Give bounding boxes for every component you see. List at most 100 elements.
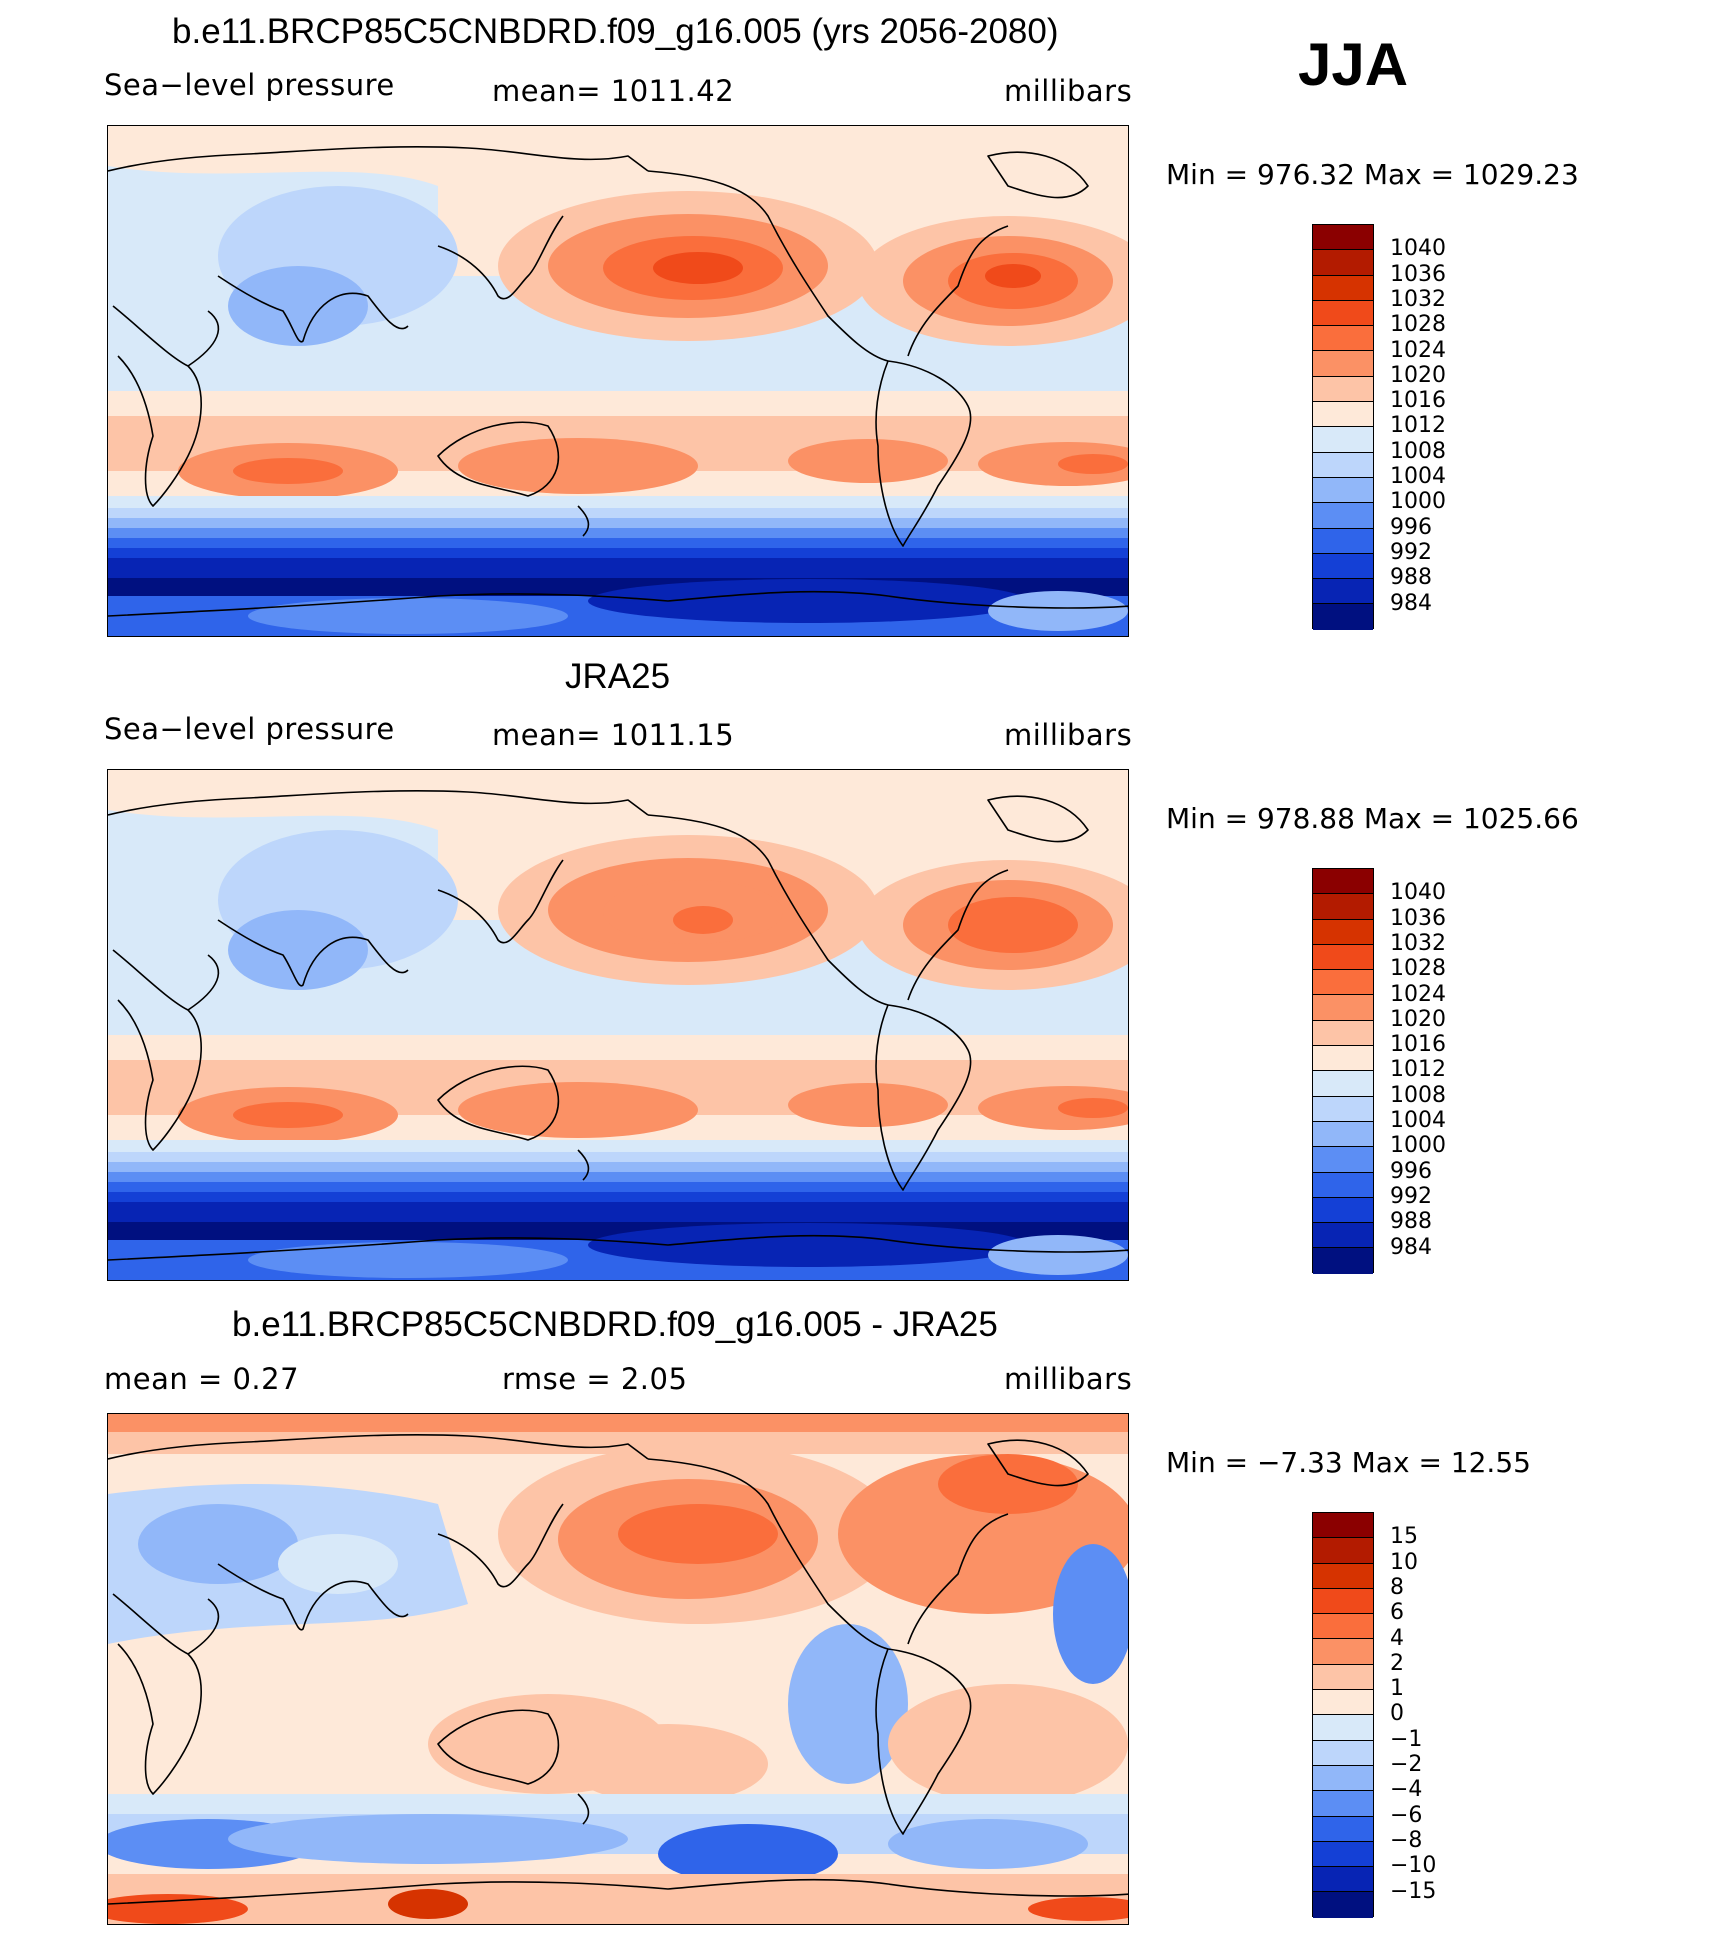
- contour-band: [108, 496, 1128, 508]
- contour-region: [618, 1504, 778, 1564]
- coastline: [112, 305, 202, 507]
- colorbar-swatch: [1313, 1172, 1373, 1198]
- panel1-units-label: millibars: [1004, 74, 1133, 108]
- colorbar-swatch: [1313, 1816, 1373, 1842]
- colorbar-label: 1024: [1390, 981, 1446, 1007]
- coastline: [647, 814, 889, 1006]
- contour-band: [108, 508, 1128, 518]
- contour-band: [108, 1414, 1128, 1432]
- panel3-coastlines: [108, 1434, 1128, 1905]
- colorbar-label: 4: [1390, 1625, 1404, 1651]
- colorbar-swatch: [1313, 1538, 1373, 1564]
- colorbar-label: 0: [1390, 1701, 1404, 1727]
- contour-band: [108, 1874, 1128, 1924]
- contour-region: [788, 1083, 948, 1127]
- panel3-units-label: millibars: [1004, 1362, 1133, 1396]
- contour-region: [658, 1824, 838, 1884]
- coastline: [907, 225, 1009, 357]
- contour-band: [108, 1202, 1128, 1222]
- coastline: [987, 1439, 1089, 1487]
- contour-region: [588, 1223, 1028, 1267]
- colorbar-swatch: [1313, 326, 1373, 352]
- panel2-colorbar: [1312, 868, 1374, 1274]
- contour-band: [108, 548, 1128, 558]
- coastline: [907, 1513, 1009, 1645]
- colorbar-swatch: [1313, 1248, 1373, 1274]
- colorbar-label: 2: [1390, 1650, 1404, 1676]
- colorbar-swatch: [1313, 1614, 1373, 1640]
- panel1-colorbar: [1312, 224, 1374, 630]
- colorbar-swatch: [1313, 452, 1373, 478]
- panel2-minmax: Min = 978.88 Max = 1025.66: [1166, 802, 1579, 835]
- panel1-mean-label: mean= 1011.42: [492, 74, 735, 108]
- colorbar-label: 1004: [1390, 1108, 1446, 1133]
- coastline: [437, 421, 560, 497]
- contour-region: [1028, 1897, 1128, 1921]
- colorbar-label: 1032: [1390, 286, 1446, 312]
- coastline: [108, 1434, 649, 1460]
- colorbar-swatch: [1313, 477, 1373, 504]
- colorbar-swatch: [1313, 970, 1373, 996]
- coastline: [108, 790, 649, 816]
- contour-band: [108, 558, 1128, 578]
- colorbar-label: 1032: [1390, 930, 1446, 956]
- coastline: [187, 310, 220, 367]
- contour-region: [228, 910, 368, 990]
- contour-region: [948, 897, 1078, 953]
- coastline: [647, 1458, 889, 1650]
- coastline: [108, 1878, 1128, 1905]
- colorbar-swatch: [1313, 1588, 1373, 1615]
- contour-region: [888, 1684, 1128, 1804]
- colorbar-label: 988: [1390, 565, 1432, 591]
- contour-region: [228, 266, 368, 346]
- colorbar-label: 1020: [1390, 362, 1446, 388]
- contour-band: [108, 1152, 1128, 1162]
- colorbar-label: 1036: [1390, 261, 1446, 287]
- coastline: [437, 1065, 560, 1141]
- contour-region: [233, 458, 343, 484]
- contour-region: [673, 906, 733, 934]
- colorbar-swatch: [1313, 275, 1373, 301]
- colorbar-swatch: [1313, 553, 1373, 580]
- colorbar-label: −2: [1390, 1752, 1423, 1777]
- colorbar-label: 1040: [1390, 880, 1446, 906]
- contour-band: [108, 1140, 1128, 1152]
- panel1-minmax: Min = 976.32 Max = 1029.23: [1166, 158, 1579, 191]
- contour-band: [108, 1162, 1128, 1172]
- panel3-map: [107, 1413, 1129, 1925]
- colorbar-swatch: [1313, 579, 1373, 605]
- colorbar-label: 1008: [1390, 438, 1446, 464]
- colorbar-swatch: [1313, 894, 1373, 920]
- contour-region: [1058, 1098, 1128, 1118]
- colorbar-swatch: [1313, 351, 1373, 377]
- colorbar-label: −15: [1390, 1878, 1437, 1904]
- panel1-map-svg: [108, 126, 1128, 636]
- colorbar-label: 984: [1390, 1234, 1432, 1260]
- colorbar-swatch: [1313, 1791, 1373, 1817]
- colorbar-swatch: [1313, 944, 1373, 971]
- colorbar-label: 984: [1390, 590, 1432, 616]
- contour-region: [788, 1624, 908, 1784]
- colorbar-swatch: [1313, 1046, 1373, 1072]
- colorbar-label: 1024: [1390, 337, 1446, 363]
- colorbar-swatch: [1313, 1765, 1373, 1792]
- colorbar-label: 8: [1390, 1574, 1404, 1600]
- contour-band: [108, 528, 1128, 538]
- coastline: [437, 859, 564, 944]
- colorbar-swatch: [1313, 1690, 1373, 1716]
- contour-region: [988, 1235, 1128, 1275]
- coastline: [875, 1648, 972, 1835]
- colorbar-swatch: [1313, 503, 1373, 529]
- coastline: [577, 505, 590, 537]
- contour-region: [248, 1242, 568, 1278]
- colorbar-label: 988: [1390, 1209, 1432, 1235]
- coastline: [875, 360, 972, 547]
- contour-band: [108, 1182, 1128, 1192]
- colorbar-label: 1016: [1390, 388, 1446, 414]
- season-label: JJA: [1298, 31, 1409, 98]
- panel1-variable-label: Sea−level pressure: [104, 68, 395, 102]
- colorbar-label: 992: [1390, 1183, 1432, 1209]
- coastline: [437, 1709, 560, 1785]
- contour-band: [108, 1794, 1128, 1814]
- colorbar-swatch: [1313, 225, 1373, 251]
